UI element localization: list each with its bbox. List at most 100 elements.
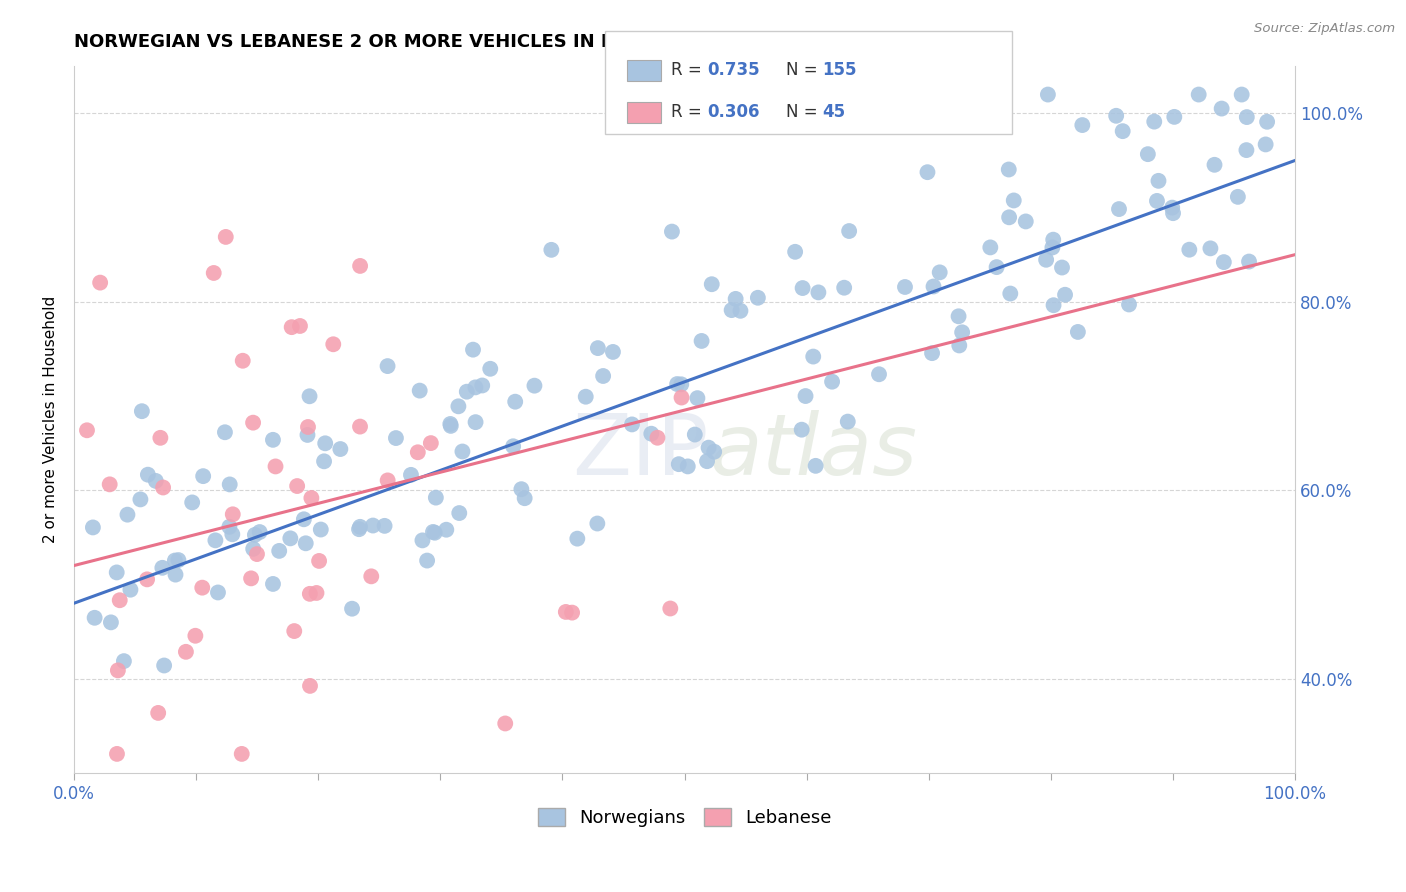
Text: atlas: atlas: [709, 409, 917, 492]
Point: [262, 433, 284, 447]
Point: [1143, 114, 1166, 128]
Point: [204, 533, 226, 548]
Point: [361, 518, 384, 533]
Point: [1178, 243, 1201, 257]
Point: [347, 522, 370, 536]
Point: [340, 601, 363, 615]
Point: [283, 624, 305, 638]
Text: 0.306: 0.306: [707, 103, 759, 121]
Point: [1108, 202, 1130, 216]
Text: 45: 45: [823, 103, 845, 121]
Y-axis label: 2 or more Vehicles in Household: 2 or more Vehicles in Household: [44, 296, 58, 543]
Point: [696, 454, 718, 468]
Point: [152, 481, 174, 495]
Point: [299, 491, 322, 505]
Point: [409, 384, 432, 398]
Point: [804, 458, 827, 473]
Point: [447, 400, 470, 414]
Point: [666, 377, 689, 392]
Point: [83, 611, 105, 625]
Point: [586, 341, 609, 355]
Point: [1054, 287, 1077, 301]
Point: [790, 423, 813, 437]
Point: [948, 310, 970, 324]
Legend: Norwegians, Lebanese: Norwegians, Lebanese: [530, 801, 838, 834]
Point: [294, 536, 316, 550]
Point: [385, 431, 408, 445]
Point: [285, 479, 308, 493]
Point: [703, 444, 725, 458]
Point: [108, 593, 131, 607]
Point: [422, 524, 444, 539]
Point: [269, 544, 291, 558]
Point: [305, 586, 328, 600]
Point: [163, 553, 186, 567]
Point: [700, 277, 723, 292]
Point: [131, 404, 153, 418]
Point: [221, 527, 243, 541]
Point: [314, 436, 336, 450]
Point: [801, 350, 824, 364]
Point: [821, 375, 844, 389]
Point: [683, 427, 706, 442]
Text: 0.735: 0.735: [707, 62, 759, 79]
Point: [298, 587, 321, 601]
Point: [1067, 325, 1090, 339]
Point: [602, 345, 624, 359]
Point: [686, 391, 709, 405]
Point: [510, 482, 533, 496]
Point: [419, 436, 441, 450]
Point: [1212, 255, 1234, 269]
Point: [1000, 286, 1022, 301]
Point: [1050, 260, 1073, 275]
Point: [928, 265, 950, 279]
Point: [503, 394, 526, 409]
Point: [148, 706, 170, 720]
Point: [136, 467, 159, 482]
Point: [1146, 194, 1168, 208]
Point: [1136, 147, 1159, 161]
Point: [1042, 233, 1064, 247]
Point: [1211, 102, 1233, 116]
Point: [620, 417, 643, 432]
Point: [1118, 297, 1140, 311]
Point: [120, 582, 142, 597]
Point: [280, 320, 302, 334]
Point: [464, 415, 486, 429]
Point: [567, 532, 589, 546]
Point: [1015, 214, 1038, 228]
Text: ZIP: ZIP: [572, 409, 709, 492]
Point: [218, 477, 240, 491]
Text: NORWEGIAN VS LEBANESE 2 OR MORE VEHICLES IN HOUSEHOLD CORRELATION CHART: NORWEGIAN VS LEBANESE 2 OR MORE VEHICLES…: [75, 33, 949, 51]
Point: [1199, 241, 1222, 255]
Point: [360, 569, 382, 583]
Point: [785, 244, 807, 259]
Point: [697, 441, 720, 455]
Text: R =: R =: [671, 103, 707, 121]
Point: [349, 520, 371, 534]
Point: [523, 378, 546, 392]
Point: [671, 391, 693, 405]
Point: [1042, 298, 1064, 312]
Point: [461, 343, 484, 357]
Point: [986, 260, 1008, 274]
Point: [659, 601, 682, 615]
Point: [1234, 143, 1257, 157]
Point: [207, 585, 229, 599]
Point: [406, 445, 429, 459]
Point: [298, 679, 321, 693]
Point: [1226, 190, 1249, 204]
Text: R =: R =: [671, 62, 707, 79]
Point: [145, 474, 167, 488]
Point: [232, 353, 254, 368]
Point: [1111, 124, 1133, 138]
Point: [399, 467, 422, 482]
Point: [129, 492, 152, 507]
Point: [1236, 110, 1258, 124]
Point: [676, 459, 699, 474]
Point: [979, 240, 1001, 254]
Point: [1254, 137, 1277, 152]
Point: [479, 361, 502, 376]
Point: [149, 431, 172, 445]
Point: [297, 420, 319, 434]
